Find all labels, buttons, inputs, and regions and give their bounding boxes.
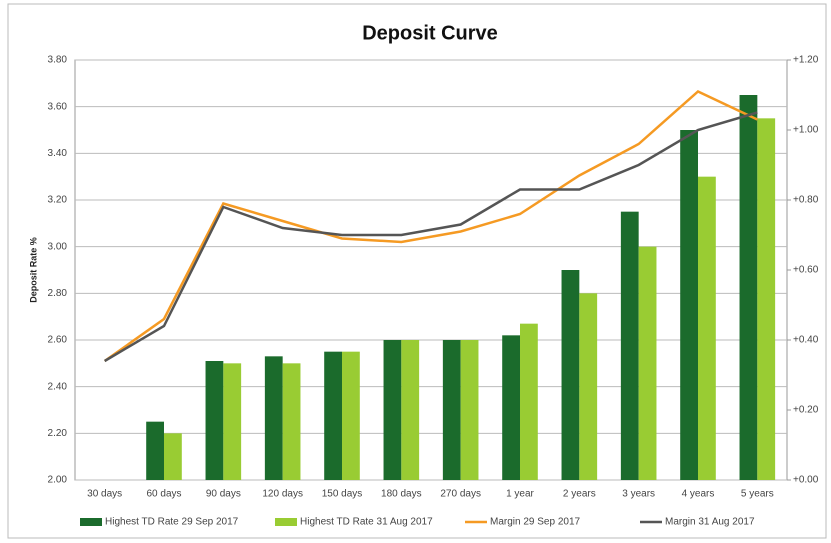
bar (502, 335, 520, 480)
bar (324, 351, 342, 480)
x-tick-label: 3 years (622, 489, 655, 500)
y2-tick-label: +1.00 (793, 125, 819, 136)
bar (520, 323, 538, 480)
x-tick-label: 5 years (741, 489, 774, 500)
y-axis-label: Deposit Rate % (28, 237, 38, 303)
bar (620, 211, 639, 480)
bar (383, 340, 402, 480)
x-tick-label: 180 days (381, 489, 422, 500)
y-tick-label: 2.20 (48, 428, 68, 439)
legend-label: Highest TD Rate 31 Aug 2017 (300, 517, 433, 528)
y2-tick-label: +0.00 (793, 475, 819, 486)
bar (698, 176, 716, 480)
bar (264, 356, 283, 480)
chart-title: Deposit Curve (362, 22, 498, 44)
x-tick-label: 270 days (440, 489, 481, 500)
bar (579, 293, 598, 480)
y2-tick-label: +1.20 (793, 55, 819, 66)
x-tick-label: 30 days (87, 489, 122, 500)
y2-tick-label: +0.40 (793, 335, 819, 346)
line-series (103, 90, 758, 363)
bar (757, 118, 776, 480)
bar (205, 361, 224, 480)
bar (680, 130, 698, 480)
bar (561, 270, 580, 480)
legend-label: Highest TD Rate 29 Sep 2017 (105, 517, 239, 528)
x-tick-label: 120 days (262, 489, 303, 500)
y2-tick-label: +0.80 (793, 195, 819, 206)
bar (401, 340, 420, 480)
legend-swatch (80, 518, 102, 526)
bar (460, 340, 479, 480)
x-tick-label: 90 days (206, 489, 241, 500)
x-tick-label: 2 years (563, 489, 596, 500)
x-tick-label: 60 days (146, 489, 181, 500)
bar (442, 340, 461, 480)
legend-label: Margin 31 Aug 2017 (665, 517, 755, 528)
y-tick-label: 3.20 (48, 195, 68, 206)
bar (223, 363, 242, 480)
bar (282, 363, 301, 480)
y-tick-label: 3.00 (48, 241, 68, 252)
y-tick-label: 3.80 (48, 55, 68, 66)
legend-swatch (275, 518, 297, 526)
y-tick-label: 3.60 (48, 101, 68, 112)
y-tick-label: 3.40 (48, 148, 68, 159)
y-tick-label: 2.00 (48, 475, 68, 486)
x-tick-label: 4 years (682, 489, 715, 500)
legend-label: Margin 29 Sep 2017 (490, 517, 581, 528)
y-tick-label: 2.40 (48, 381, 68, 392)
y-tick-label: 2.60 (48, 335, 68, 346)
x-tick-label: 1 year (506, 489, 534, 500)
bar (164, 433, 182, 480)
bar (739, 95, 758, 480)
line-series (104, 111, 758, 363)
y2-tick-label: +0.20 (793, 405, 819, 416)
y2-tick-label: +0.60 (793, 265, 819, 276)
y-tick-label: 2.80 (48, 288, 68, 299)
bar (146, 421, 164, 480)
x-tick-label: 150 days (322, 489, 363, 500)
bar (638, 246, 657, 480)
bar (342, 351, 360, 480)
